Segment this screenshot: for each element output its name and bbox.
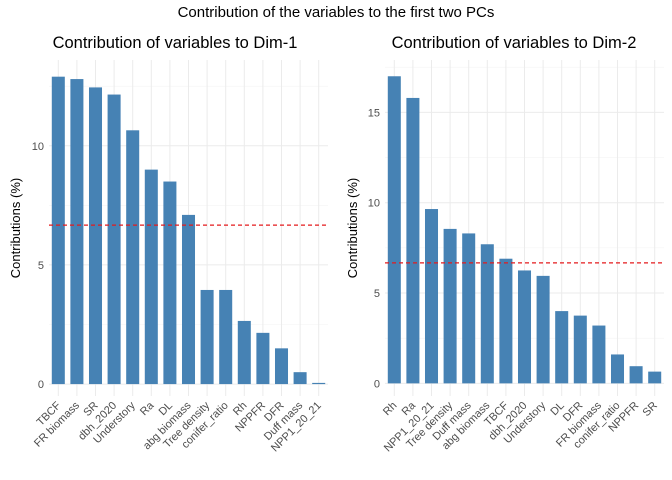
- y-tick-label: 10: [368, 198, 380, 210]
- bar-sr: [88, 87, 103, 385]
- bar-rh: [237, 320, 251, 385]
- bar-tbcf: [499, 258, 513, 384]
- y-axis-label: Contributions (%): [8, 178, 23, 278]
- bar-understory: [126, 130, 140, 385]
- bar-nppfr: [629, 366, 643, 384]
- bar-dfr: [573, 315, 587, 384]
- bar-understory: [536, 275, 550, 384]
- bar-npp1_20_21: [312, 382, 326, 385]
- chart-title: Contribution of variables to Dim-2: [392, 34, 637, 52]
- x-tick-label: SR: [641, 400, 660, 419]
- bar-sr: [648, 371, 662, 384]
- bar-ra: [144, 169, 158, 385]
- bar-duff-mass: [293, 372, 307, 385]
- bar-duff-mass: [462, 233, 476, 384]
- bar-dl: [555, 311, 569, 384]
- figure-title: Contribution of the variables to the fir…: [177, 4, 495, 21]
- bar-tree-density: [443, 228, 457, 384]
- bar-tbcf: [51, 76, 65, 385]
- y-axis-label: Contributions (%): [345, 178, 360, 278]
- x-tick-label: Ra: [138, 399, 157, 418]
- y-tick-label: 0: [374, 378, 380, 390]
- y-tick-label: 10: [32, 141, 44, 153]
- bar-dbh_2020: [517, 270, 532, 384]
- bar-abg-biomass: [480, 244, 494, 384]
- y-tick-label: 0: [38, 379, 44, 391]
- bar-conifer_ratio: [610, 354, 625, 384]
- chart-title: Contribution of variables to Dim-1: [53, 34, 298, 52]
- bar-dfr: [274, 348, 289, 385]
- bar-ra: [406, 97, 420, 384]
- bar-dbh_2020: [107, 94, 121, 385]
- bar-tree-density: [200, 289, 214, 385]
- bar-dl: [163, 181, 177, 385]
- x-tick-label: Rh: [381, 400, 399, 418]
- y-tick-label: 15: [368, 107, 380, 119]
- bar-npp1_20_21: [424, 209, 439, 384]
- bar-rh: [387, 76, 401, 384]
- y-tick-label: 5: [374, 288, 380, 300]
- bar-nppfr: [256, 332, 270, 385]
- bar-fr-biomass: [70, 79, 84, 385]
- bar-conifer_ratio: [219, 289, 233, 385]
- bar-fr-biomass: [592, 325, 606, 384]
- bar-abg-biomass: [181, 214, 196, 385]
- y-tick-label: 5: [38, 260, 44, 272]
